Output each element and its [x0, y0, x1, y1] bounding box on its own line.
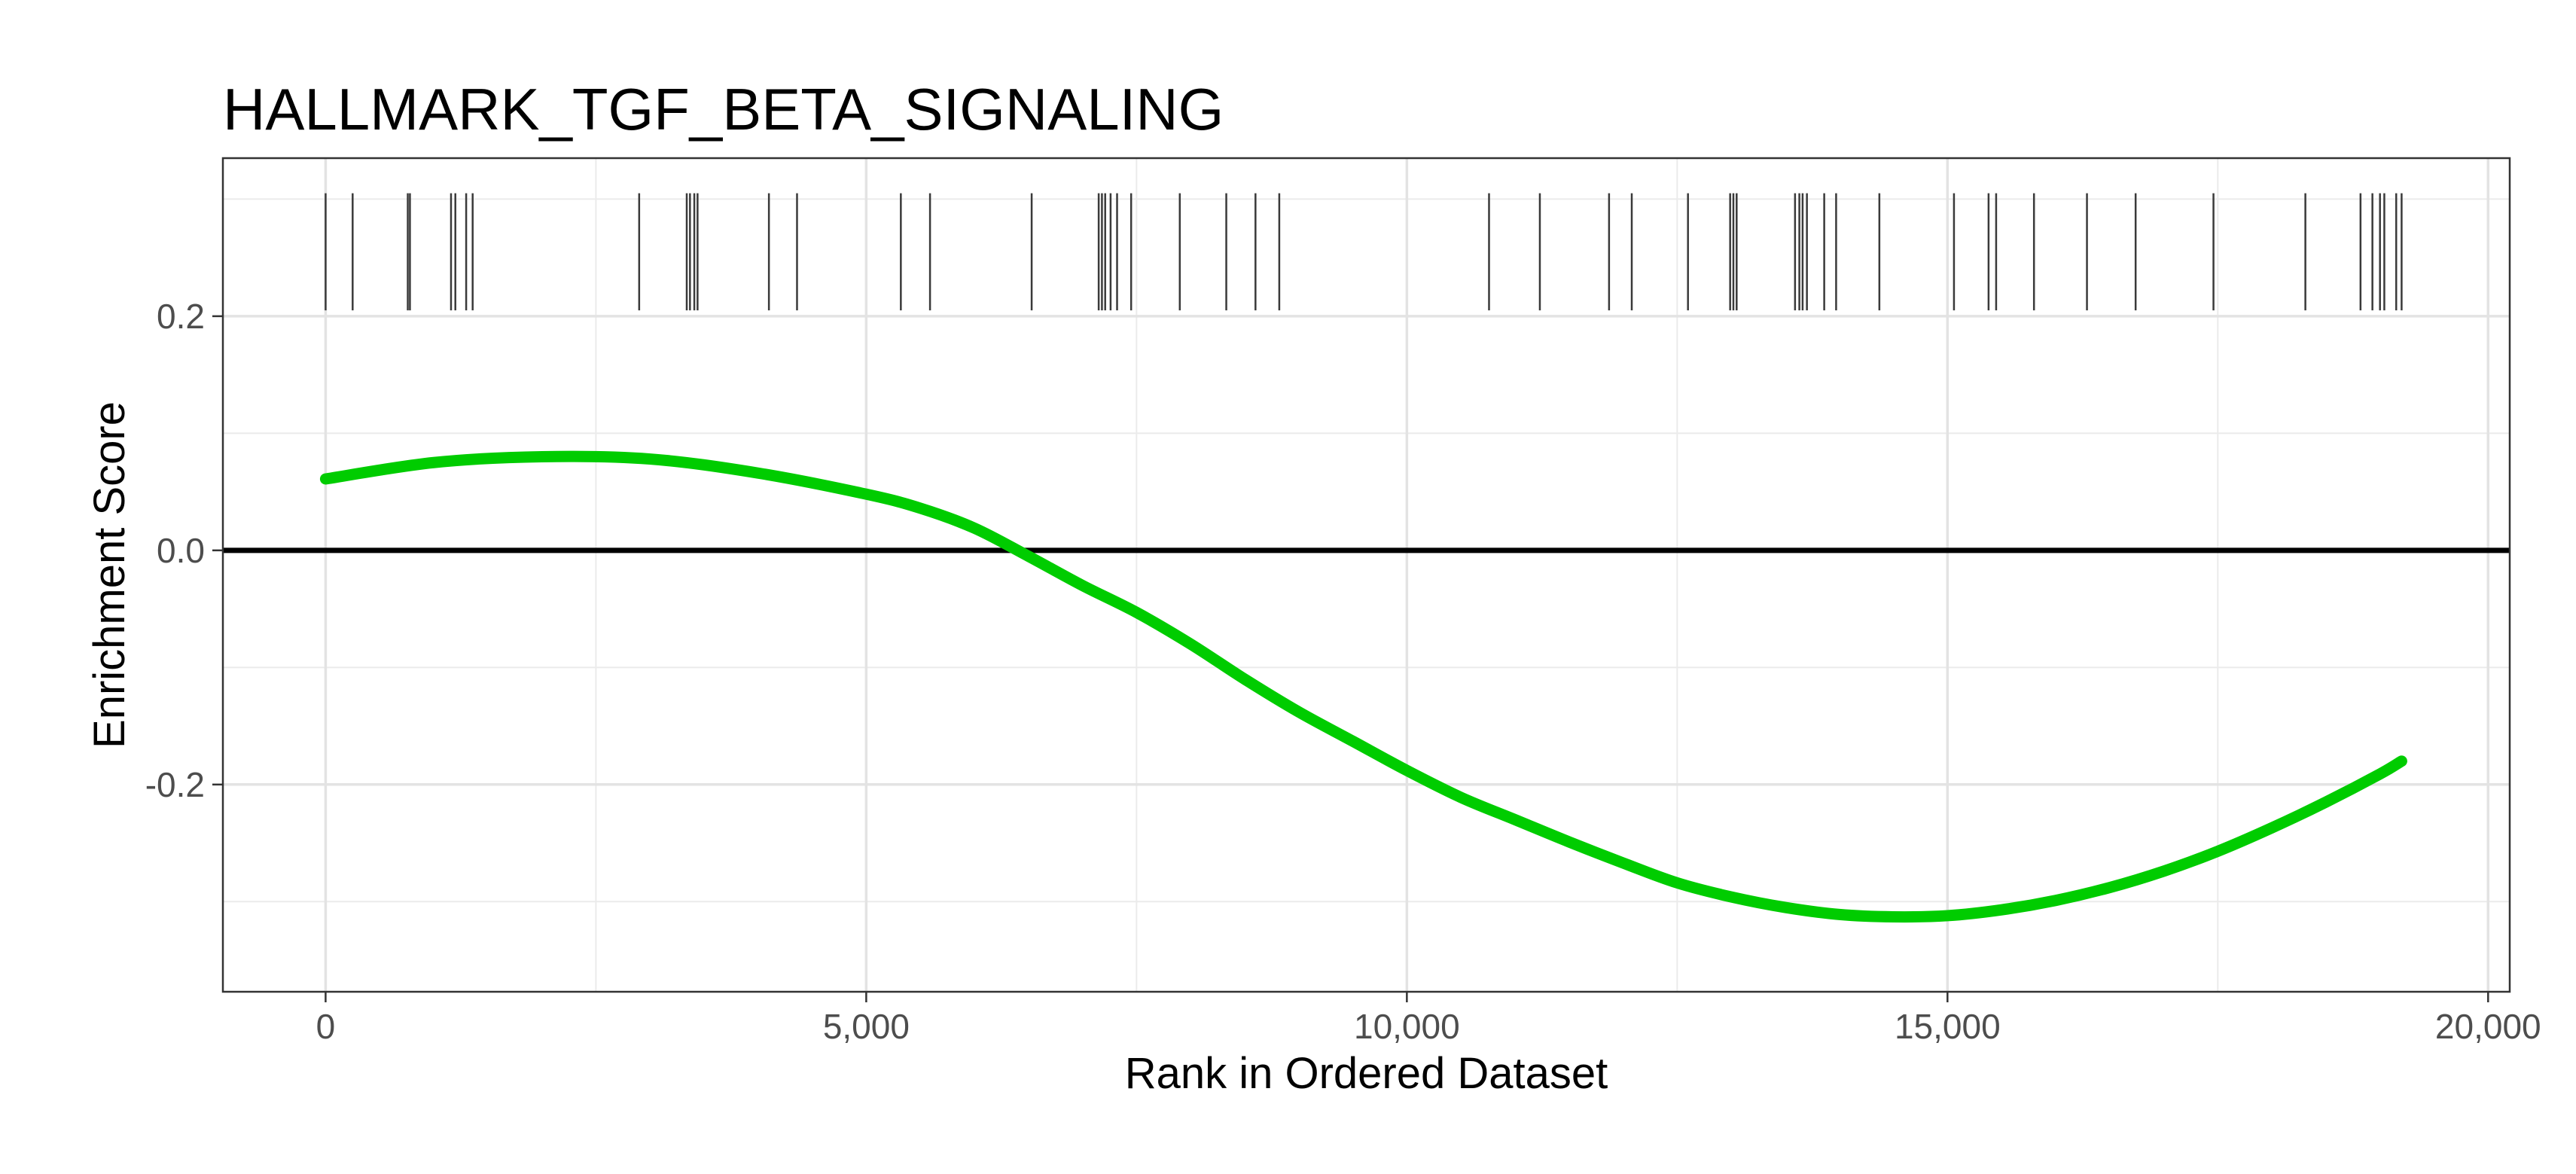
plot-panel-border [221, 157, 2511, 993]
chart-title: HALLMARK_TGF_BETA_SIGNALING [223, 76, 1224, 142]
x-tick-label: 5,000 [823, 1007, 910, 1046]
y-tick-label: -0.2 [145, 765, 205, 804]
y-axis: 0.2 0.0 -0.2 [145, 297, 223, 804]
x-axis: 0 5,000 10,000 15,000 20,000 [316, 992, 2541, 1046]
gene-hit-rug [325, 193, 2403, 311]
y-tick-label: 0.2 [157, 297, 205, 336]
grid-lines [223, 158, 2510, 992]
y-axis-title: Enrichment Score [85, 401, 134, 749]
x-tick-label: 0 [316, 1007, 336, 1046]
x-tick-label: 15,000 [1895, 1007, 2001, 1046]
y-tick-label: 0.0 [157, 531, 205, 570]
x-tick-label: 10,000 [1354, 1007, 1460, 1046]
enrichment-score-curve [319, 450, 2407, 923]
x-axis-title: Rank in Ordered Dataset [1125, 1049, 1608, 1098]
x-tick-label: 20,000 [2435, 1007, 2541, 1046]
